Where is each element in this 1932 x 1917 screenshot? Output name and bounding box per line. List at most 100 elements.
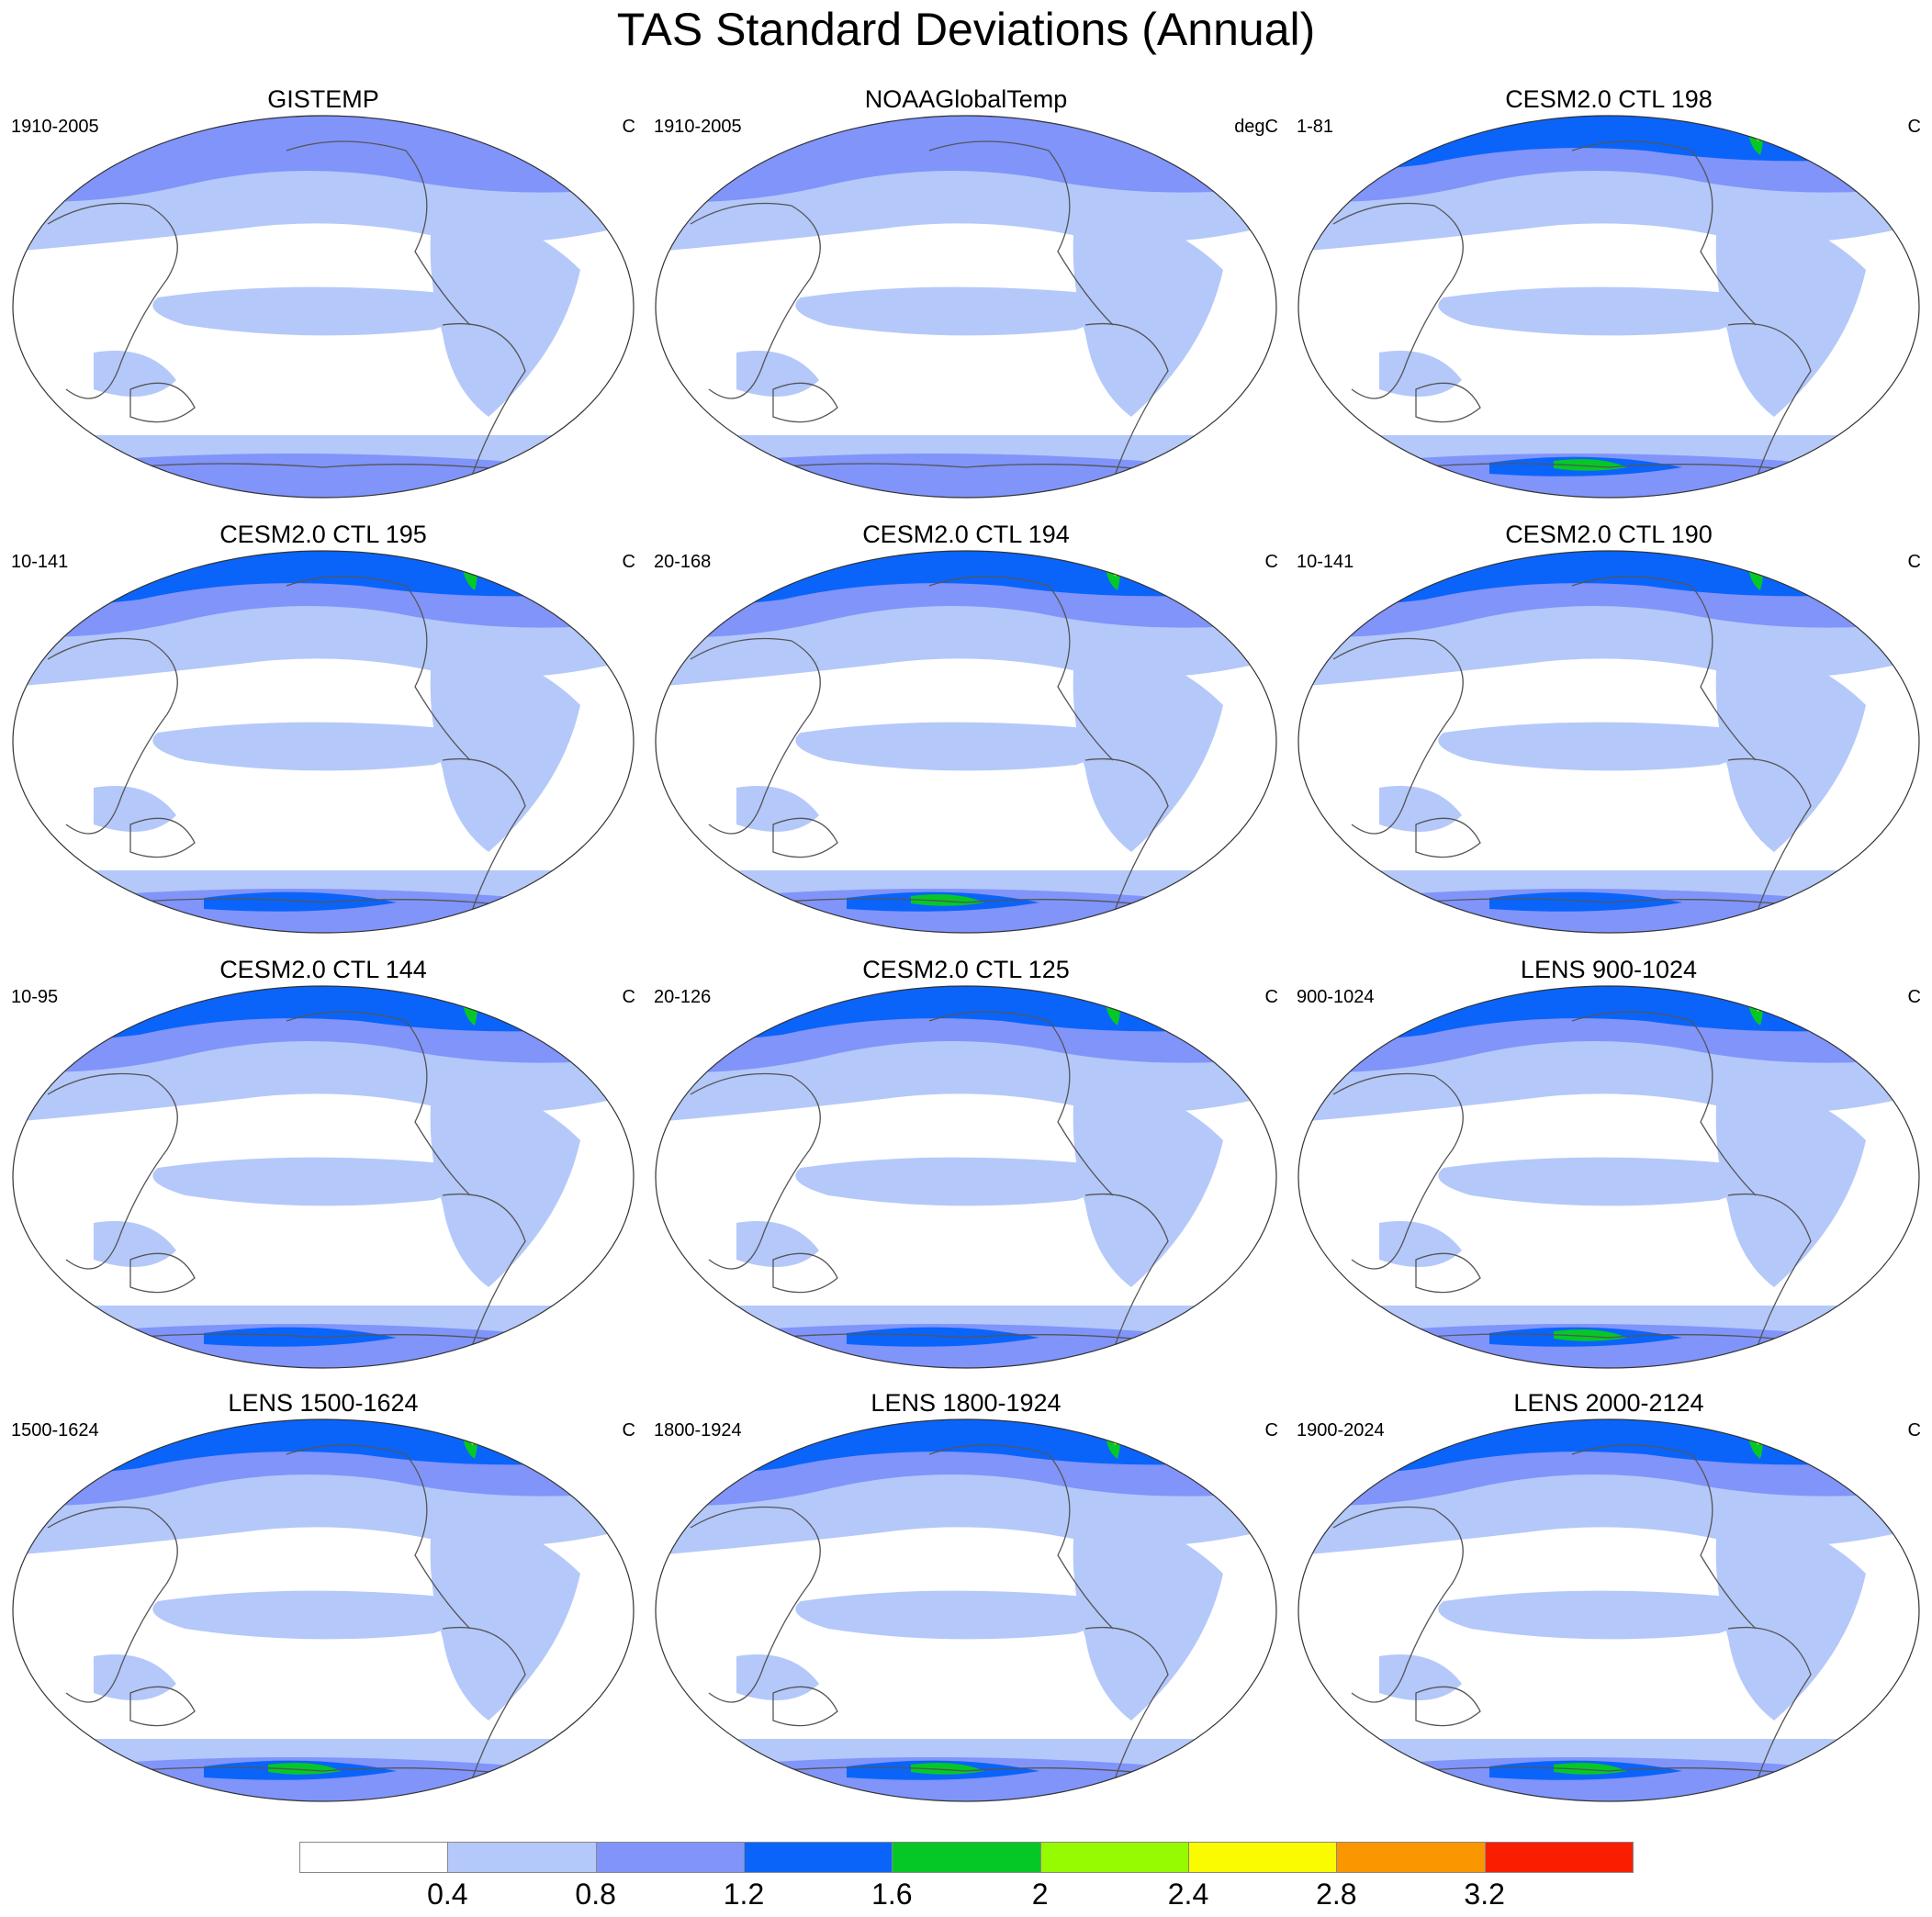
panel-units: C xyxy=(622,1420,635,1441)
map-panel: LENS 1500-1624 1500-1624 C xyxy=(2,1388,645,1820)
coastline xyxy=(1415,817,1481,858)
coastline xyxy=(726,1766,1206,1781)
field-band xyxy=(1379,1654,1462,1700)
panel-title: CESM2.0 CTL 194 xyxy=(862,521,1070,548)
colorbar-swatch xyxy=(1484,1842,1634,1873)
field-band xyxy=(1073,1076,1223,1287)
colorbar-swatch xyxy=(447,1842,597,1873)
coastline xyxy=(286,140,471,326)
field-band xyxy=(94,1221,176,1267)
panel-title: LENS 1800-1924 xyxy=(871,1389,1061,1417)
colorbar-swatch xyxy=(744,1842,893,1873)
panel-period: 20-168 xyxy=(654,552,712,572)
field-band xyxy=(1438,1590,1749,1640)
coastline xyxy=(690,1072,821,1270)
panel-units: C xyxy=(1907,987,1921,1007)
field-high xyxy=(103,1421,167,1449)
coastline xyxy=(1084,1193,1169,1352)
coastline xyxy=(47,1072,178,1270)
panel-units: C xyxy=(622,987,635,1007)
panel-period: 1-81 xyxy=(1297,117,1334,137)
map-panel: CESM2.0 CTL 194 20-168 C xyxy=(645,520,1287,951)
panel-units: C xyxy=(1264,1420,1278,1441)
figure-title: TAS Standard Deviations (Annual) xyxy=(616,4,1316,55)
map-panel: LENS 2000-2124 1900-2024 C xyxy=(1287,1388,1930,1820)
field-band xyxy=(1438,286,1749,336)
panel-title: CESM2.0 CTL 144 xyxy=(219,956,427,983)
coastline xyxy=(1571,140,1757,326)
coastline xyxy=(928,1444,1114,1630)
field-band xyxy=(1379,1221,1462,1267)
map-panel: CESM2.0 CTL 144 10-95 C xyxy=(2,955,645,1386)
coastline xyxy=(442,1193,526,1352)
field-band xyxy=(152,1590,464,1640)
map-panel: GISTEMP 1910-2005 C xyxy=(2,84,645,516)
colorbar-swatch xyxy=(1039,1842,1189,1873)
field-band xyxy=(1073,206,1223,417)
panel-title: LENS 2000-2124 xyxy=(1513,1389,1704,1417)
panel-period: 10-141 xyxy=(11,552,69,572)
coastline xyxy=(47,1506,178,1703)
panel-title: LENS 900-1024 xyxy=(1520,956,1698,983)
panel-units: C xyxy=(1907,552,1921,572)
field-band xyxy=(795,1590,1106,1640)
map-border xyxy=(12,115,635,499)
map-border xyxy=(12,1418,635,1802)
coastline xyxy=(1332,1072,1464,1270)
field-band xyxy=(94,786,176,832)
robinson-map xyxy=(1297,550,1920,934)
colorbar-tick-label: 2 xyxy=(1031,1878,1049,1911)
robinson-map xyxy=(1297,115,1920,499)
field-high xyxy=(204,891,397,912)
coastline xyxy=(928,576,1114,761)
coastline xyxy=(1415,382,1481,423)
colorbar-swatch xyxy=(299,1842,449,1873)
robinson-map xyxy=(12,1418,635,1802)
field-band xyxy=(430,1076,580,1287)
robinson-map xyxy=(1297,1418,1920,1802)
map-panel: LENS 1800-1924 1800-1924 C xyxy=(645,1388,1287,1820)
field-band xyxy=(1715,206,1866,417)
panel-units: C xyxy=(622,552,635,572)
panel-period: 20-126 xyxy=(654,987,712,1007)
panel-title: GISTEMP xyxy=(267,85,379,113)
coastline xyxy=(1415,1252,1481,1294)
colorbar-tick-label: 2.4 xyxy=(1167,1878,1209,1911)
coastline xyxy=(690,202,821,399)
field-band xyxy=(1438,1157,1749,1206)
panel-units: C xyxy=(622,117,635,137)
field-band xyxy=(795,722,1106,771)
field-peak xyxy=(1398,992,1434,1008)
map-border xyxy=(1297,985,1920,1369)
coastline xyxy=(84,1766,563,1781)
coastline xyxy=(1727,757,1812,917)
colorbar-tick-label: 1.6 xyxy=(871,1878,913,1911)
field-band xyxy=(1379,786,1462,832)
panel-units: C xyxy=(1264,552,1278,572)
coastline xyxy=(1332,1506,1464,1703)
field-band xyxy=(736,786,819,832)
coastline xyxy=(1415,1686,1481,1727)
coastline xyxy=(442,1626,526,1786)
robinson-map xyxy=(655,550,1277,934)
map-panel: NOAAGlobalTemp 1910-2005 degC xyxy=(645,84,1287,516)
map-border xyxy=(12,550,635,934)
coastline xyxy=(726,463,1206,477)
field-peak xyxy=(1398,1425,1434,1441)
coastline xyxy=(1727,1193,1812,1352)
coastline xyxy=(928,1011,1114,1196)
field-band xyxy=(795,1157,1106,1206)
panel-units: C xyxy=(1907,1420,1921,1441)
panel-title: CESM2.0 CTL 195 xyxy=(219,521,427,548)
coastline xyxy=(1571,1011,1757,1196)
map-border xyxy=(655,115,1277,499)
field-peak xyxy=(755,556,792,573)
panel-period: 1500-1624 xyxy=(11,1420,99,1441)
field-high xyxy=(746,553,810,580)
robinson-map xyxy=(1297,985,1920,1369)
robinson-map xyxy=(12,550,635,934)
colorbar-swatch xyxy=(595,1842,745,1873)
coastline xyxy=(129,382,196,423)
panel-title: LENS 1500-1624 xyxy=(228,1389,419,1417)
field-peak xyxy=(1398,121,1434,138)
